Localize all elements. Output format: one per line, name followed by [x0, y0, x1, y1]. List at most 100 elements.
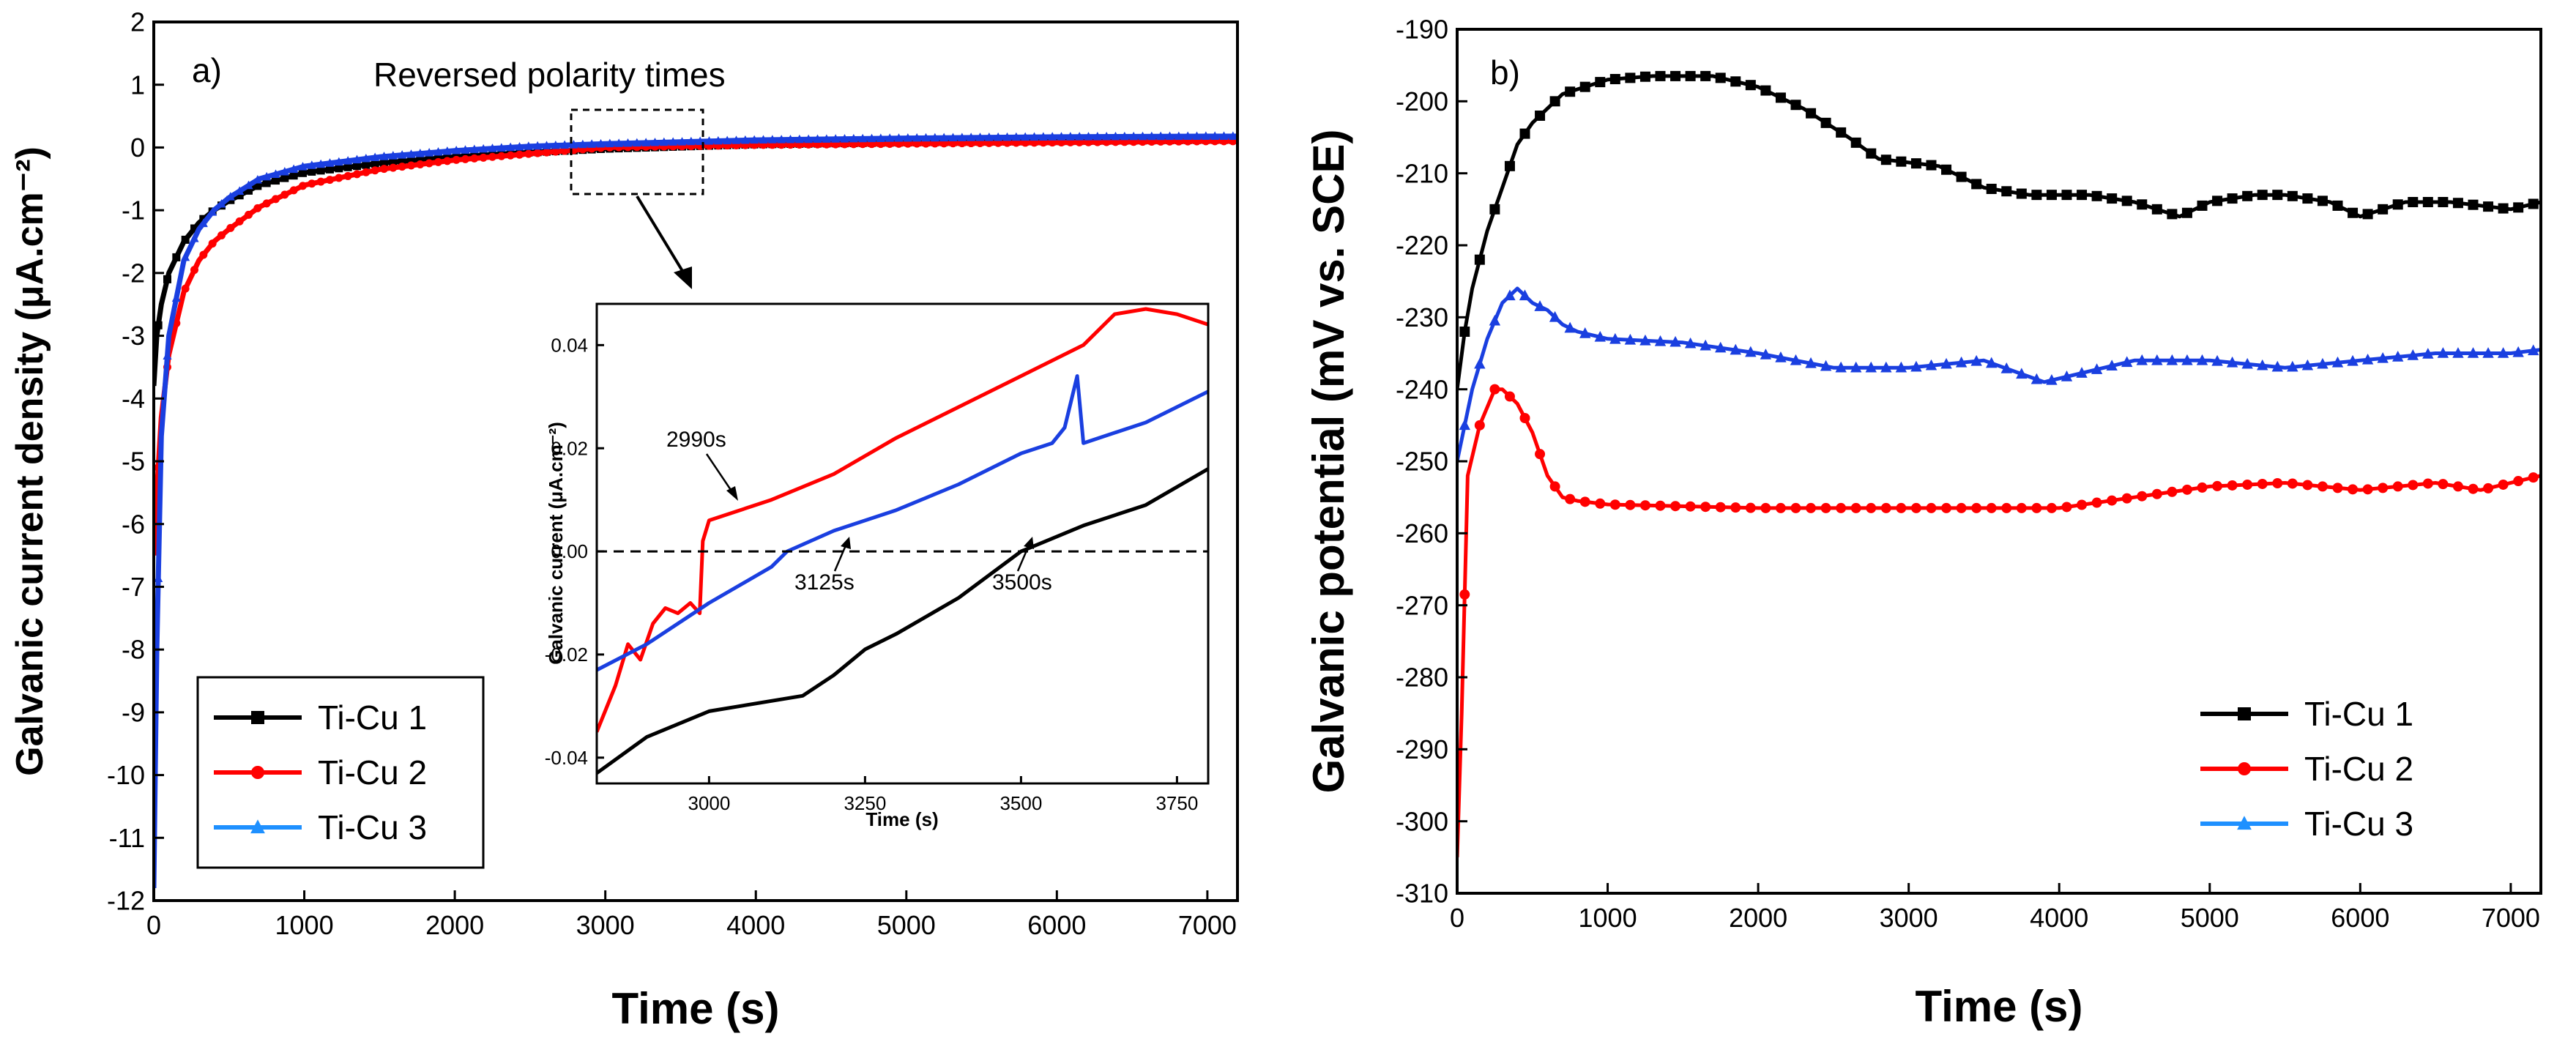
- legend-a: Ti-Cu 1 Ti-Cu 2 Ti-Cu 3: [196, 676, 485, 869]
- data-point-ti-cu-3: [1549, 310, 1561, 322]
- data-point-ti-cu-2: [949, 139, 957, 148]
- data-point-ti-cu-1: [308, 167, 316, 176]
- data-point-ti-cu-3: [1183, 131, 1193, 141]
- data-point-ti-cu-1: [2242, 190, 2253, 201]
- data-point-ti-cu-3: [1669, 335, 1681, 347]
- data-point-ti-cu-2: [389, 163, 398, 172]
- data-point-ti-cu-3: [2467, 347, 2479, 358]
- data-point-ti-cu-2: [2121, 493, 2132, 504]
- data-point-ti-cu-1: [2332, 200, 2343, 211]
- data-point-ti-cu-3: [406, 149, 416, 158]
- data-point-ti-cu-1: [235, 191, 244, 200]
- y-tick-label: -220: [1396, 231, 1448, 261]
- y-tick-label: 0.02: [551, 437, 588, 459]
- data-point-ti-cu-2: [289, 186, 298, 195]
- data-point-ti-cu-3: [371, 152, 380, 162]
- data-point-ti-cu-2: [308, 179, 316, 188]
- data-point-ti-cu-3: [1011, 132, 1021, 141]
- data-point-ti-cu-2: [479, 153, 488, 162]
- data-point-ti-cu-1: [1670, 70, 1681, 81]
- data-point-ti-cu-1: [190, 224, 198, 233]
- data-point-ti-cu-1: [1535, 111, 1546, 121]
- data-point-ti-cu-2: [2016, 502, 2027, 513]
- data-point-ti-cu-2: [1039, 138, 1048, 147]
- data-point-ti-cu-1: [1549, 96, 1560, 107]
- data-point-ti-cu-3: [461, 145, 470, 154]
- data-point-ti-cu-2: [353, 170, 361, 179]
- data-point-ti-cu-1: [163, 275, 171, 283]
- data-point-ti-cu-2: [1806, 502, 1817, 513]
- data-point-ti-cu-3: [984, 133, 994, 141]
- data-point-ti-cu-1: [1504, 160, 1515, 171]
- data-point-ti-cu-3: [750, 135, 759, 144]
- data-point-ti-cu-3: [948, 133, 958, 141]
- inset-background: [597, 304, 1208, 783]
- data-point-ti-cu-1: [1595, 77, 1606, 88]
- data-point-ti-cu-1: [1896, 156, 1907, 167]
- data-point-ti-cu-2: [326, 176, 334, 185]
- data-point-ti-cu-3: [1940, 357, 1952, 369]
- series-line-ti-cu-3: [597, 374, 1208, 672]
- y-tick-label: -0.04: [545, 747, 588, 769]
- data-point-ti-cu-2: [994, 138, 1002, 147]
- legend-label: Ti-Cu 3: [318, 808, 427, 846]
- x-tick-label: 5000: [877, 910, 936, 940]
- data-point-ti-cu-3: [1700, 339, 1711, 351]
- data-point-ti-cu-1: [2001, 186, 2012, 197]
- data-point-ti-cu-1: [245, 186, 253, 195]
- data-point-ti-cu-3: [569, 140, 578, 149]
- data-point-ti-cu-3: [1534, 300, 1546, 311]
- data-point-ti-cu-2: [1504, 391, 1515, 402]
- y-tick-label: -270: [1396, 590, 1448, 620]
- data-point-ti-cu-3: [1048, 132, 1057, 141]
- data-point-ti-cu-2: [1655, 500, 1666, 511]
- data-point-ti-cu-3: [1021, 132, 1030, 141]
- annotation-2990s: 2990s: [666, 428, 726, 452]
- data-point-ti-cu-1: [1790, 100, 1801, 111]
- data-point-ti-cu-2: [299, 182, 307, 190]
- data-point-ti-cu-3: [181, 252, 190, 261]
- y-tick-label: -260: [1396, 518, 1448, 548]
- data-point-ti-cu-3: [334, 157, 343, 166]
- data-point-ti-cu-2: [2513, 476, 2524, 487]
- data-point-ti-cu-2: [1489, 384, 1500, 395]
- data-point-ti-cu-1: [362, 160, 371, 169]
- data-point-ti-cu-3: [425, 148, 434, 157]
- data-point-ti-cu-2: [1474, 420, 1485, 431]
- data-point-ti-cu-2: [1579, 496, 1590, 507]
- data-point-ti-cu-3: [316, 159, 326, 168]
- y-tick-label: -0.02: [545, 644, 588, 666]
- x-tick-label: 3000: [688, 792, 730, 814]
- data-point-ti-cu-2: [1971, 502, 1982, 513]
- data-point-ti-cu-3: [2136, 354, 2148, 365]
- data-point-ti-cu-2: [2528, 472, 2539, 483]
- data-point-ti-cu-1: [1806, 108, 1817, 119]
- data-point-ti-cu-2: [967, 139, 975, 148]
- data-point-ti-cu-2: [1941, 502, 1952, 513]
- data-point-ti-cu-3: [804, 134, 814, 144]
- zoom-arrow: [636, 195, 686, 276]
- data-point-ti-cu-1: [181, 235, 190, 244]
- data-point-ti-cu-3: [415, 149, 425, 157]
- data-point-ti-cu-2: [2046, 502, 2057, 513]
- data-point-ti-cu-1: [371, 160, 379, 168]
- data-point-ti-cu-3: [2497, 347, 2509, 358]
- y-tick-label: -6: [122, 509, 145, 539]
- data-point-ti-cu-3: [1120, 131, 1129, 141]
- data-point-ti-cu-3: [1955, 356, 1968, 368]
- data-point-ti-cu-2: [2212, 480, 2223, 491]
- data-point-ti-cu-2: [1820, 502, 1831, 513]
- data-point-ti-cu-3: [1111, 131, 1120, 141]
- annotation-2990s-arrow: [705, 453, 734, 493]
- data-point-ti-cu-3: [767, 135, 777, 144]
- data-point-ti-cu-2: [1595, 498, 1606, 509]
- data-point-ti-cu-1: [1609, 74, 1620, 85]
- data-point-ti-cu-1: [1971, 179, 1982, 190]
- annotation-3500s: 3500s: [992, 570, 1052, 595]
- data-point-ti-cu-2: [398, 163, 406, 171]
- annotation-3125s-arrow-head: [841, 537, 851, 549]
- y-tick-label: -290: [1396, 734, 1448, 764]
- data-point-ti-cu-3: [442, 146, 452, 155]
- data-point-ti-cu-3: [2392, 351, 2404, 362]
- data-point-ti-cu-2: [245, 210, 253, 219]
